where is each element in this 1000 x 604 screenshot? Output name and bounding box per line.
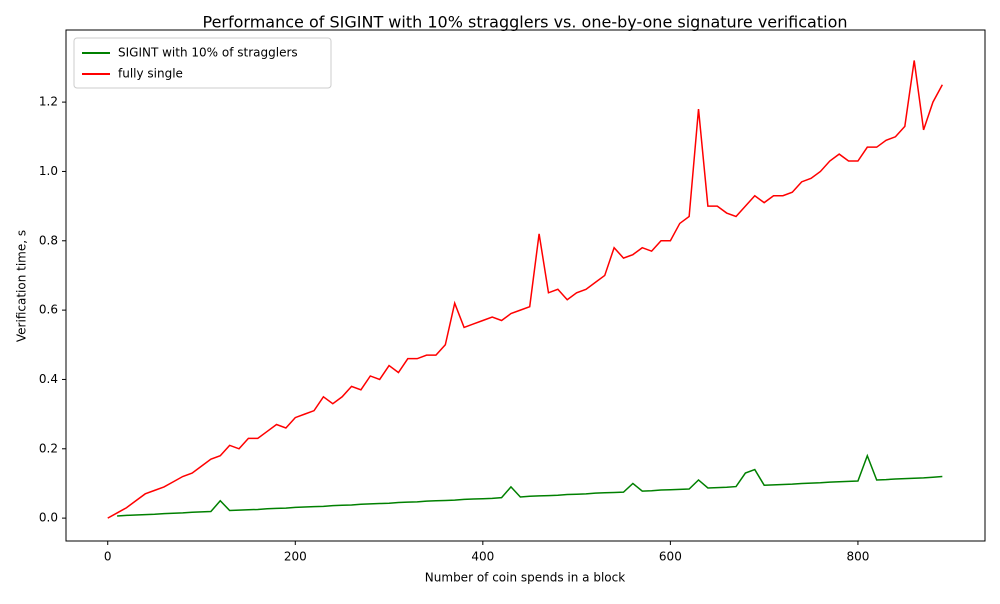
plot-frame (65, 29, 986, 542)
series-line (107, 60, 943, 519)
x-tick-label: 800 (846, 550, 869, 564)
y-axis-label: Verification time, s (15, 230, 29, 342)
y-tick-label: 0.6 (39, 303, 58, 317)
legend-label: fully single (118, 67, 183, 81)
y-tick-label: 1.2 (39, 95, 58, 109)
x-tick-label: 400 (471, 550, 494, 564)
y-tick-label: 0.0 (39, 511, 58, 525)
x-tick-label: 0 (104, 550, 112, 564)
legend-box (73, 37, 332, 89)
series-line (117, 453, 943, 517)
x-tick-label: 600 (659, 550, 682, 564)
y-tick-label: 0.4 (39, 372, 58, 386)
y-tick-label: 0.8 (39, 233, 58, 247)
y-tick-label: 1.0 (39, 164, 58, 178)
legend-label: SIGINT with 10% of stragglers (118, 46, 298, 60)
y-tick-label: 0.2 (39, 441, 58, 455)
x-axis-label: Number of coin spends in a block (425, 571, 625, 585)
x-tick-label: 200 (284, 550, 307, 564)
chart-title: Performance of SIGINT with 10% straggler… (203, 13, 848, 32)
